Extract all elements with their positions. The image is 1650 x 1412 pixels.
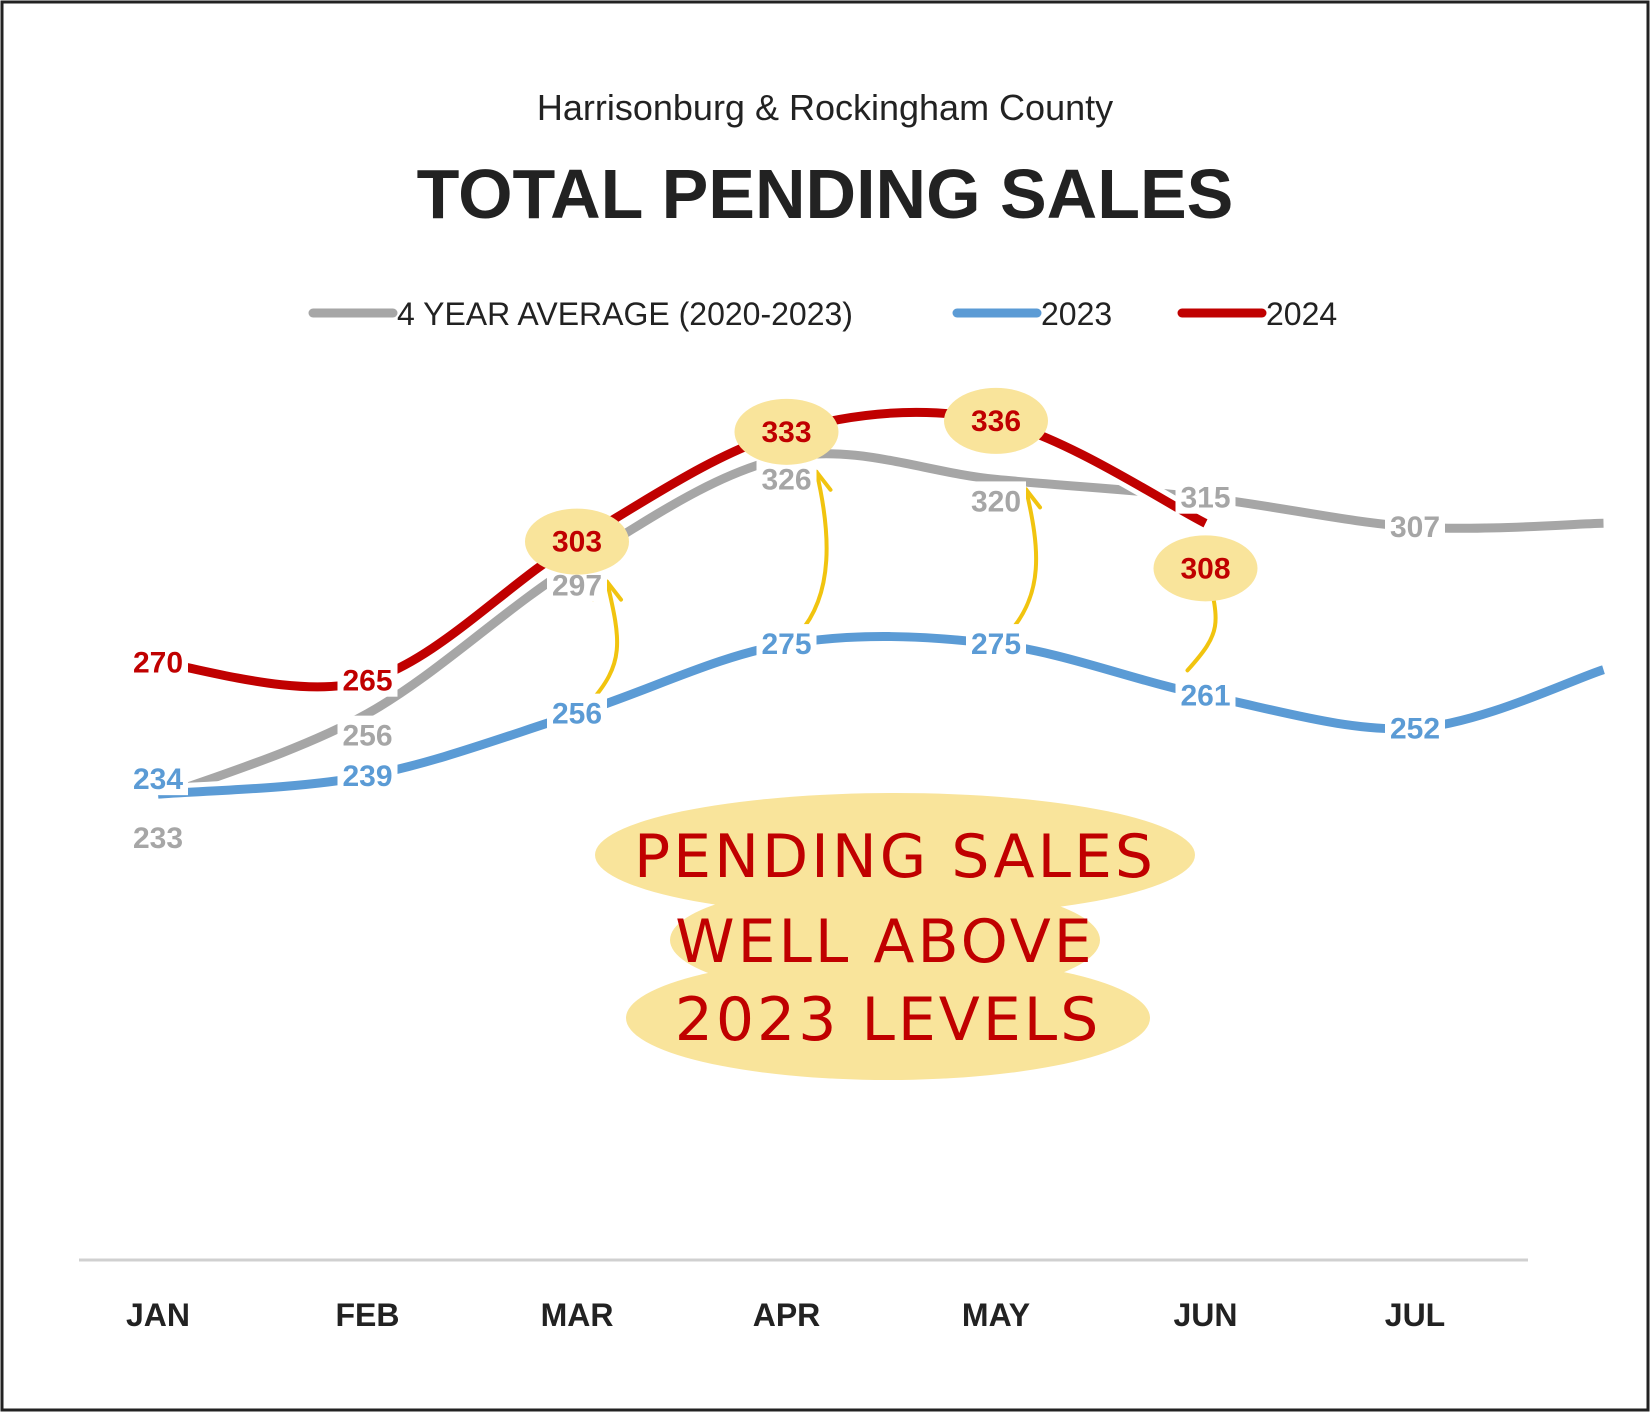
label-bg-2023-mar: [547, 693, 607, 730]
data-label-2023-jan: 234: [133, 763, 183, 796]
label-bg-2024-feb: [337, 660, 398, 697]
data-label-2023-apr: 275: [761, 628, 811, 661]
data-label-2024-apr: 333: [761, 416, 811, 449]
data-label-4-year-average-2020-2023-may: 320: [971, 485, 1021, 518]
x-tick-apr: APR: [753, 1297, 821, 1333]
label-bg-2023-feb: [337, 755, 398, 792]
note-line-3: 2023 LEVELS: [675, 985, 1102, 1055]
annotation-note: PENDING SALES WELL ABOVE 2023 LEVELS: [595, 793, 1195, 1080]
label-bg-2024-jan: [128, 642, 188, 679]
data-label-4-year-average-2020-2023-jan: 233: [133, 822, 183, 855]
data-label-2024-jun: 308: [1180, 552, 1230, 585]
label-highlight-2024-may: [944, 387, 1048, 454]
data-labels: 233 256 297 326 320 315 307 234 239 256 275 275 261 2…: [128, 387, 1445, 855]
x-tick-jul: JUL: [1385, 1297, 1445, 1333]
x-tick-may: MAY: [962, 1297, 1030, 1333]
legend-label-average: 4 YEAR AVERAGE (2020-2023): [397, 296, 853, 332]
data-label-4-year-average-2020-2023-feb: 256: [342, 720, 392, 753]
label-bg-4-year-average-2020-2023-feb: [337, 715, 398, 752]
data-label-2023-jul: 252: [1390, 712, 1440, 745]
label-highlight-2024-mar: [525, 508, 629, 575]
label-bg-4-year-average-2020-2023-jan: [128, 817, 188, 854]
x-tick-jan: JAN: [126, 1297, 190, 1333]
data-label-2023-may: 275: [971, 628, 1021, 661]
label-bg-2023-apr: [756, 624, 817, 661]
data-label-4-year-average-2020-2023-mar: 297: [552, 570, 602, 603]
x-tick-jun: JUN: [1173, 1297, 1237, 1333]
label-bg-4-year-average-2020-2023-jun: [1175, 477, 1236, 514]
data-label-2023-jun: 261: [1180, 679, 1230, 712]
arrow-apr: [796, 469, 829, 637]
label-bg-4-year-average-2020-2023-may: [966, 481, 1026, 518]
note-highlight-1: [595, 793, 1195, 917]
data-label-2024-feb: 265: [342, 665, 392, 698]
data-label-4-year-average-2020-2023-jun: 315: [1180, 482, 1230, 515]
chart-title: TOTAL PENDING SALES: [417, 155, 1234, 233]
data-label-2024-may: 336: [971, 405, 1021, 438]
label-highlight-2024-apr: [734, 398, 839, 465]
legend-item-average: 4 YEAR AVERAGE (2020-2023): [308, 296, 853, 332]
arrow-mar: [587, 579, 620, 706]
data-label-4-year-average-2020-2023-apr: 326: [761, 463, 811, 496]
note-line-2: WELL ABOVE: [675, 907, 1094, 977]
label-bg-2023-jul: [1385, 708, 1445, 745]
x-axis-tick-labels: JAN FEB MAR APR MAY JUN JUL: [126, 1297, 1445, 1333]
data-label-2024-jan: 270: [133, 646, 183, 679]
label-bg-2023-jan: [128, 759, 188, 796]
label-bg-2023-jun: [1175, 675, 1236, 712]
chart-subtitle: Harrisonburg & Rockingham County: [537, 87, 1113, 128]
label-bg-2023-may: [966, 624, 1026, 661]
label-bg-4-year-average-2020-2023-apr: [756, 459, 817, 496]
data-label-4-year-average-2020-2023-jul: 307: [1390, 511, 1440, 544]
x-tick-mar: MAR: [541, 1297, 614, 1333]
legend: 4 YEAR AVERAGE (2020-2023) 2023 2024: [308, 296, 1337, 332]
series-line-4-year-average-2020-2023: [156, 449, 1604, 802]
annotation-highlight: [595, 793, 1195, 1080]
legend-item-2024: 2024: [1177, 296, 1337, 332]
legend-item-2023: 2023: [952, 296, 1112, 332]
legend-label-2024: 2024: [1266, 296, 1337, 332]
legend-label-2023: 2023: [1041, 296, 1112, 332]
note-line-1: PENDING SALES: [634, 822, 1156, 892]
data-label-2024-mar: 303: [552, 526, 602, 559]
x-tick-feb: FEB: [336, 1297, 400, 1333]
data-label-2023-feb: 239: [342, 760, 392, 793]
label-highlight-2024-jun: [1153, 535, 1258, 602]
note-highlight-3: [626, 956, 1150, 1080]
label-bg-4-year-average-2020-2023-jul: [1385, 506, 1445, 543]
arrow-may: [1006, 487, 1039, 637]
data-label-2023-mar: 256: [552, 698, 602, 731]
